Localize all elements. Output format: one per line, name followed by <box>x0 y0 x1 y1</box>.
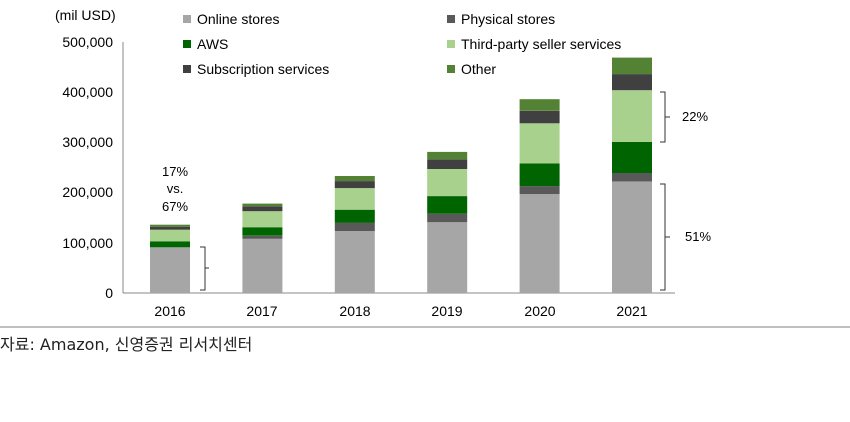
bar-2016-third-party-seller-services <box>150 229 190 242</box>
y-tick-label: 400,000 <box>62 84 113 100</box>
bar-2019-third-party-seller-services <box>427 169 468 197</box>
legend-swatch-other <box>447 65 455 73</box>
legend-swatch-physical-stores <box>447 15 455 23</box>
bar-2017-online-stores <box>242 238 283 293</box>
bracket-2021-upper <box>660 91 670 143</box>
bar-2017-subscription-services <box>242 206 283 212</box>
bar-2016-online-stores <box>150 247 190 293</box>
bar-2021-physical-stores <box>612 173 652 182</box>
y-tick-label: 100,000 <box>62 235 113 251</box>
bar-2017-other <box>242 203 283 207</box>
bar-2021-subscription-services <box>612 74 652 91</box>
bar-2021-third-party-seller-services <box>612 90 652 142</box>
x-tick-label: 2020 <box>524 303 555 319</box>
bar-2017-aws <box>242 227 283 236</box>
annotation-2021-lower: 51% <box>685 229 711 244</box>
legend-label-online-stores: Online stores <box>197 11 279 27</box>
legend-label-subscription: Subscription services <box>197 61 329 77</box>
bracket-2021-lower <box>660 183 670 291</box>
annotation-2016: 17% vs. 67% <box>162 164 209 291</box>
bar-2020-aws <box>519 163 560 187</box>
bar-2021-online-stores <box>612 181 652 293</box>
source-note: 자료: Amazon, 신영증권 리서치센터 <box>0 335 253 354</box>
legend-swatch-aws <box>183 40 191 48</box>
legend-label-physical-stores: Physical stores <box>461 11 555 27</box>
legend-swatch-third-party <box>447 40 455 48</box>
annotation-2016-line2: vs. <box>167 181 184 196</box>
bar-2018-aws <box>334 209 375 223</box>
stacked-bar-chart: (mil USD) 0 100,000 200,000 300,000 400,… <box>0 7 850 328</box>
y-tick-label: 500,000 <box>62 34 113 50</box>
legend: Online stores Physical stores AWS Third-… <box>183 11 621 77</box>
bar-2020-subscription-services <box>519 110 560 124</box>
x-tick-label: 2017 <box>246 303 277 319</box>
bar-2017-physical-stores <box>242 235 283 239</box>
bar-2021-aws <box>612 141 652 173</box>
bar-2019-other <box>427 151 468 160</box>
bar-2018-physical-stores <box>334 222 375 232</box>
legend-label-aws: AWS <box>197 36 228 52</box>
annotation-2021: 22% 51% <box>660 91 711 291</box>
x-tick-label: 2021 <box>616 303 647 319</box>
bar-2021-other <box>612 57 652 75</box>
bar-2016-other <box>150 224 190 227</box>
bar-2019-aws <box>427 196 468 214</box>
bar-2020-online-stores <box>519 194 560 293</box>
annotation-2021-upper: 22% <box>682 109 708 124</box>
bar-2018-other <box>334 176 375 181</box>
y-tick-label: 200,000 <box>62 184 113 200</box>
bar-2016-subscription-services <box>150 226 190 230</box>
bar-2020-other <box>519 99 560 111</box>
bar-2019-physical-stores <box>427 213 468 223</box>
y-axis: 0 100,000 200,000 300,000 400,000 500,00… <box>62 34 124 301</box>
bracket-2016 <box>200 246 209 291</box>
annotation-2016-line3: 67% <box>162 199 188 214</box>
legend-swatch-online-stores <box>183 15 191 23</box>
legend-swatch-subscription <box>183 65 191 73</box>
legend-label-other: Other <box>461 61 496 77</box>
legend-label-third-party: Third-party seller services <box>461 36 621 52</box>
y-tick-label: 0 <box>105 285 113 301</box>
bar-series-group <box>150 57 652 293</box>
x-tick-label: 2019 <box>431 303 462 319</box>
x-tick-label: 2016 <box>154 303 185 319</box>
bar-2020-physical-stores <box>519 186 560 195</box>
bar-2018-subscription-services <box>334 181 375 189</box>
bar-2019-online-stores <box>427 222 468 293</box>
x-tick-label: 2018 <box>339 303 370 319</box>
unit-label: (mil USD) <box>55 7 116 23</box>
y-tick-label: 300,000 <box>62 134 113 150</box>
bar-2018-third-party-seller-services <box>334 188 375 210</box>
bar-2016-aws <box>150 241 190 248</box>
bar-2018-online-stores <box>334 231 375 293</box>
x-axis: 2016 2017 2018 2019 2020 2021 <box>123 292 675 319</box>
bar-2019-subscription-services <box>427 159 468 169</box>
bar-2020-third-party-seller-services <box>519 123 560 164</box>
annotation-2016-line1: 17% <box>162 164 188 179</box>
bar-2017-third-party-seller-services <box>242 211 283 228</box>
